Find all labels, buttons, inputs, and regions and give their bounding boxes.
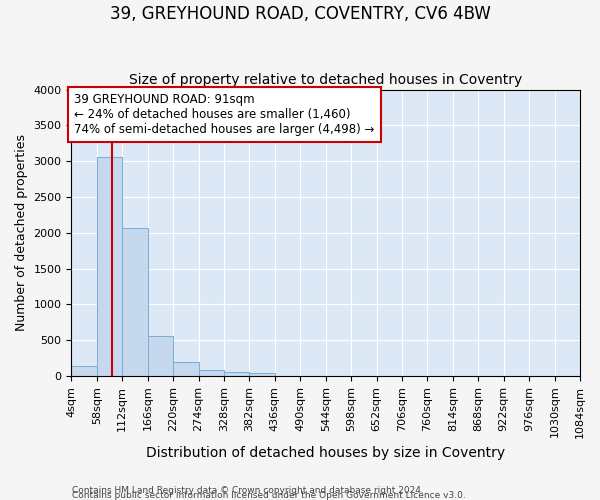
Y-axis label: Number of detached properties: Number of detached properties bbox=[15, 134, 28, 331]
Bar bbox=[199, 370, 224, 376]
Text: Contains HM Land Registry data © Crown copyright and database right 2024.: Contains HM Land Registry data © Crown c… bbox=[72, 486, 424, 495]
Title: Size of property relative to detached houses in Coventry: Size of property relative to detached ho… bbox=[129, 73, 523, 87]
Bar bbox=[250, 372, 275, 376]
Bar bbox=[71, 366, 97, 376]
Bar bbox=[122, 228, 148, 376]
Bar bbox=[148, 336, 173, 376]
X-axis label: Distribution of detached houses by size in Coventry: Distribution of detached houses by size … bbox=[146, 446, 505, 460]
Text: 39, GREYHOUND ROAD, COVENTRY, CV6 4BW: 39, GREYHOUND ROAD, COVENTRY, CV6 4BW bbox=[110, 5, 490, 23]
Text: 39 GREYHOUND ROAD: 91sqm
← 24% of detached houses are smaller (1,460)
74% of sem: 39 GREYHOUND ROAD: 91sqm ← 24% of detach… bbox=[74, 93, 374, 136]
Bar bbox=[97, 157, 122, 376]
Text: Contains public sector information licensed under the Open Government Licence v3: Contains public sector information licen… bbox=[72, 490, 466, 500]
Bar bbox=[224, 372, 250, 376]
Bar bbox=[173, 362, 199, 376]
